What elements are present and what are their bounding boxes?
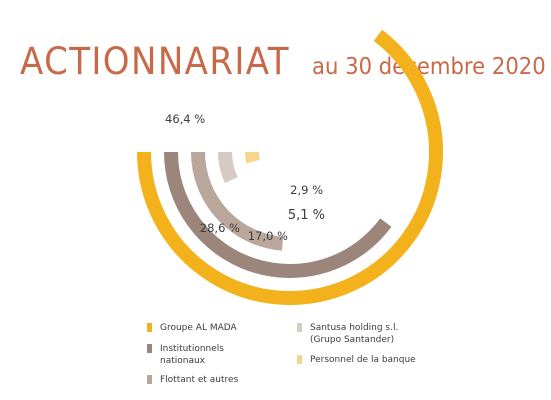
chart-title: ACTIONNARIAT au 30 décembre 2020 <box>20 40 551 83</box>
label-al-mada: 46,4 % <box>165 112 205 126</box>
arc-santusa <box>218 151 238 184</box>
label-personnel: 2,9 % <box>290 183 323 197</box>
arc-al-mada <box>137 29 443 305</box>
title-main: ACTIONNARIAT <box>20 40 290 83</box>
title-subtitle: au 30 décembre 2020 <box>311 54 546 80</box>
arc-institutionnels <box>164 151 392 278</box>
arc-flottant <box>191 151 284 251</box>
arc-personnel <box>245 151 261 164</box>
label-santusa: 5,1 % <box>288 208 325 223</box>
label-institutionnels: 28,6 % <box>200 221 240 235</box>
label-flottant: 17,0 % <box>248 229 288 243</box>
